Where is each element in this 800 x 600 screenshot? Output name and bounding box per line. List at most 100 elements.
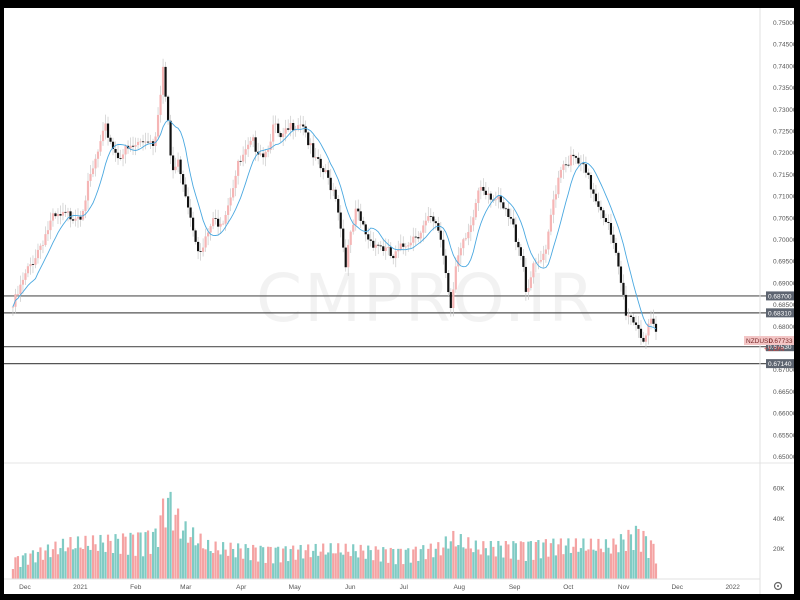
volume-bar (124, 536, 127, 579)
volume-bar (319, 551, 322, 579)
volume-bar (357, 557, 360, 579)
volume-bar (414, 546, 417, 579)
volume-bar (214, 541, 217, 579)
volume-bar (432, 557, 435, 579)
candle-body (539, 260, 542, 262)
volume-bar (642, 530, 645, 579)
volume-bar (44, 550, 47, 579)
volume-bar (634, 525, 638, 579)
volume-bar (514, 543, 517, 579)
candle-body (292, 123, 295, 131)
volume-bar (452, 530, 455, 579)
candle-body (312, 143, 315, 158)
volume-bar (54, 541, 57, 579)
candle-body (497, 196, 500, 200)
volume-bar (402, 564, 405, 579)
candle-body (319, 158, 322, 169)
candle-body (232, 188, 235, 198)
candle-body (204, 236, 207, 248)
candle-body (432, 216, 435, 222)
candle-body (272, 124, 275, 142)
candle-body (166, 96, 170, 121)
volume-bar (519, 541, 522, 579)
candle-body (587, 172, 590, 176)
candle-body (437, 223, 440, 231)
volume-bar (104, 551, 107, 579)
candle-body (176, 159, 180, 167)
volume-bar (399, 548, 402, 579)
volume-bar (542, 542, 545, 579)
volume-bar (574, 538, 578, 579)
volume-bar (499, 545, 502, 579)
volume-bar (194, 545, 197, 579)
candle-body (282, 133, 285, 138)
candle-body (222, 223, 225, 225)
volume-bar (359, 544, 362, 579)
volume-bar (477, 549, 480, 579)
candle-body (101, 130, 105, 142)
candle-body (424, 220, 427, 226)
symbol-tag-price: 0.67733 (769, 338, 793, 345)
volume-bar (29, 553, 32, 579)
settings-gear-icon[interactable] (773, 581, 783, 591)
volume-bar (297, 549, 300, 579)
volume-bar (467, 537, 470, 579)
candle-body (106, 123, 110, 138)
volume-bar (151, 531, 155, 579)
volume-bar (76, 536, 80, 579)
candle-body (114, 148, 117, 153)
volume-bar (472, 552, 475, 579)
volume-bar (307, 544, 310, 579)
candle-body (259, 153, 262, 155)
volume-bar (74, 548, 77, 579)
volume-bar (252, 544, 255, 579)
volume-bar (517, 559, 520, 579)
candle-body (89, 174, 92, 181)
horizontal-levels (4, 295, 766, 365)
volume-bar (86, 545, 90, 579)
candle-body (447, 273, 450, 293)
candle-body (464, 238, 467, 240)
candle-body (499, 196, 502, 203)
volume-bar (56, 554, 60, 579)
volume-bar (374, 546, 377, 579)
price-tick-label: 0.65000 (773, 454, 794, 461)
candle-body (574, 156, 578, 158)
volume-bar (161, 498, 165, 579)
volume-bar (149, 553, 152, 579)
volume-bar (629, 534, 633, 579)
candle-body (399, 243, 402, 250)
candle-body (527, 288, 530, 292)
volume-bar (282, 548, 285, 579)
candle-body (394, 251, 397, 259)
candle-body (317, 157, 320, 159)
volume-bar (66, 547, 70, 579)
candle-body (244, 149, 247, 155)
volume-bar (287, 561, 290, 579)
candle-body (374, 244, 377, 248)
price-chart[interactable]: CMPRO.IR 0.750000.745000.740000.735000.7… (4, 8, 794, 594)
time-axis[interactable]: Dec 2021 Feb Mar Apr May Jun Jul Aug Sep Oct Nov Dec… (19, 584, 740, 591)
volume-bar (369, 550, 372, 579)
candle-body (484, 190, 487, 195)
volume-bar (617, 552, 620, 579)
candle-body (459, 248, 462, 256)
volume-bar (577, 551, 580, 579)
volume-axis: 60K 40K 20K (773, 486, 785, 554)
candle-body (639, 328, 643, 338)
candle-body (247, 144, 250, 150)
candle-body (422, 225, 425, 233)
candle-body (577, 157, 580, 164)
volume-bar (179, 538, 182, 579)
volume-bar (289, 549, 292, 579)
candle-body (614, 242, 618, 253)
candle-body (46, 230, 50, 235)
volume-bar (454, 546, 457, 579)
